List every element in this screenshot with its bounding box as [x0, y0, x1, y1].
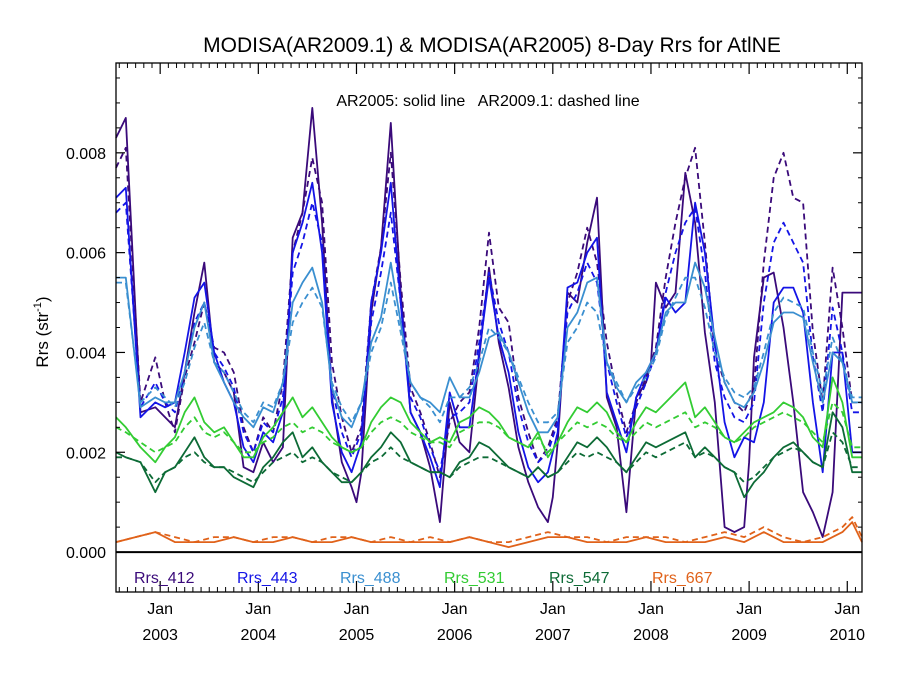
x-tick-label-year: 2009 — [731, 627, 767, 644]
x-tick-label-year: 2003 — [142, 627, 178, 644]
x-tick-label-month: Jan — [736, 601, 762, 618]
x-tick-label-month: Jan — [540, 601, 566, 618]
legend-entry-rrs-667: Rrs_667 — [652, 570, 713, 587]
chart-title: MODISA(AR2009.1) & MODISA(AR2005) 8-Day … — [203, 34, 781, 57]
x-tick-label-year: 2010 — [829, 627, 865, 644]
x-tick-label-month: Jan — [245, 601, 271, 618]
series-rrs-667-solid-line — [115, 521, 863, 548]
series-rrs-488-solid-line — [116, 261, 862, 434]
x-tick-label-year: 2006 — [437, 627, 473, 644]
y-axis-label: Rrs (str-1) — [32, 296, 52, 367]
x-tick-label-month: Jan — [442, 601, 468, 618]
series-rrs-488-dashed-line — [116, 276, 862, 424]
y-axis-label-close: ) — [33, 296, 52, 302]
legend-entry-rrs-412: Rrs_412 — [134, 570, 195, 587]
line-style-note: AR2005: solid line AR2009.1: dashed line — [336, 93, 639, 110]
series-rrs-531-solid-line — [115, 376, 862, 464]
legend-entry-rrs-488: Rrs_488 — [340, 570, 401, 587]
x-tick-label-month: Jan — [147, 601, 173, 618]
y-tick-label: 0.004 — [66, 345, 106, 362]
x-tick-labels: Jan 2003 Jan 2004 Jan 2005 Jan 2006 Jan 2007 Jan 20… — [142, 601, 865, 644]
legend-entry-rrs-443: Rrs_443 — [237, 570, 298, 587]
series-rrs-412-solid-line — [115, 107, 862, 538]
x-tick-label-year: 2004 — [241, 627, 277, 644]
series-rrs-412-dashed-line — [115, 146, 862, 479]
x-tick-label-month: Jan — [834, 601, 860, 618]
series-layer — [115, 107, 863, 548]
y-axis-label-main: Rrs (str — [33, 312, 52, 368]
plot-frame — [115, 62, 863, 593]
legend-entry-rrs-547: Rrs_547 — [549, 570, 610, 587]
x-tick-label-year: 2005 — [339, 627, 375, 644]
x-tick-label-year: 2007 — [535, 627, 571, 644]
y-tick-label: 0.006 — [66, 246, 106, 263]
legend-entry-rrs-531: Rrs_531 — [444, 570, 505, 587]
series-rrs-443-solid-line — [115, 181, 862, 489]
x-tick-label-year: 2008 — [633, 627, 669, 644]
axis-ticks — [116, 63, 862, 592]
x-tick-label-month: Jan — [638, 601, 664, 618]
series-rrs-547-dashed-line — [116, 431, 862, 484]
y-tick-label: 0.008 — [66, 146, 106, 163]
plot-area — [115, 62, 863, 593]
y-tick-label: 0.000 — [66, 545, 106, 562]
y-tick-labels: 0.000 0.002 0.004 0.006 0.008 — [66, 146, 106, 562]
legend: Rrs_412 Rrs_443 Rrs_488 Rrs_531 Rrs_547 Rrs_6… — [134, 570, 713, 587]
series-rrs-443-dashed-line — [115, 201, 862, 474]
series-rrs-531-dashed-line — [115, 401, 862, 454]
series-rrs-547-solid-line — [115, 411, 862, 499]
x-tick-label-month: Jan — [344, 601, 370, 618]
y-axis-label-superscript: -1 — [32, 302, 44, 312]
y-tick-label: 0.002 — [66, 445, 106, 462]
